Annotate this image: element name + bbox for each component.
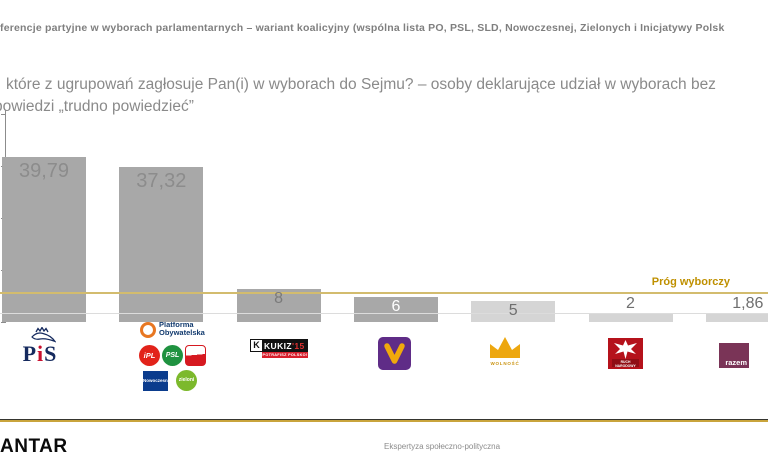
pis-logo-text: PiS <box>22 341 58 366</box>
nowoczesna-logo: Nowoczesna <box>143 371 170 391</box>
razem-logo-text: razem <box>725 358 747 367</box>
bar-value-koalicja-po: 37,32 <box>136 169 187 192</box>
pis-logo: PiS <box>12 327 68 369</box>
threshold-line <box>0 292 768 295</box>
ruch-narodowy-logo: RUCH NARODOWY <box>608 338 643 369</box>
razem-logo: razem <box>719 343 749 368</box>
platforma-obywatelska-logo: Platforma Obywatelska <box>140 320 208 342</box>
bar-wolnosc <box>471 301 556 322</box>
bar-value-wolnosc: 5 <box>508 302 518 320</box>
footer-separator <box>0 419 768 422</box>
bar-value-razem: 1,86 <box>732 295 764 313</box>
po-logo-text: Platforma Obywatelska <box>159 320 205 337</box>
kukiz-k-icon: K <box>251 340 262 351</box>
eagle-crown-icon <box>31 327 56 343</box>
eagle-icon <box>614 340 637 359</box>
survey-question-line2: powiedzi „trudno powiedzieć” <box>0 98 194 115</box>
gridline <box>0 313 768 314</box>
footer-note: Ekspertyza społeczno-polityczna <box>384 442 501 451</box>
bar-koalicja-po <box>119 166 204 322</box>
slide-title: ferencje partyjne w wyborach parlamentar… <box>0 22 725 34</box>
ruch-narodowy-logo-text: RUCH NARODOWY <box>612 359 639 368</box>
threshold-label: Próg wyborczy <box>651 276 730 288</box>
kukiz-slogan: POTRAFISZ POLSKO! <box>262 352 308 358</box>
survey-question-line1: które z ugrupowań zagłosuje Pan(i) w wyb… <box>6 76 716 93</box>
po-circle-icon <box>140 322 156 338</box>
coalition-logos-card: Platforma Obywatelska iPL PSL Nowoczesna … <box>137 316 209 394</box>
kukiz15-logo: K KUKIZ'15 POTRAFISZ POLSKO! <box>250 339 308 359</box>
bar-value-ruch-narodowy: 2 <box>626 294 635 312</box>
psl-logo: PSL <box>162 345 183 366</box>
bar-value-pis: 39,79 <box>18 159 70 182</box>
zieloni-logo: zieloni <box>176 370 197 391</box>
kukiz-logo-text: KUKIZ'15 <box>264 341 305 351</box>
bar-pis <box>2 156 86 322</box>
crown-icon <box>490 337 520 358</box>
bar-value-kukiz15: 8 <box>274 289 284 307</box>
kantar-brand-logo: ANTAR <box>0 436 68 457</box>
sld-flag-icon <box>185 345 206 366</box>
bar-razem <box>705 314 768 322</box>
wolnosc-logo-text: WOLNOŚĆ <box>490 361 520 366</box>
kukiz15-logo-bar: K KUKIZ'15 <box>250 339 308 352</box>
wiosna-v-icon <box>384 343 405 364</box>
y-axis-tick <box>1 114 6 116</box>
bar-wiosna <box>353 297 438 322</box>
wolnosc-logo: WOLNOŚĆ <box>486 335 524 371</box>
bar-ruch-narodowy <box>588 313 673 322</box>
wiosna-logo <box>378 337 411 370</box>
bar-kukiz15 <box>236 288 321 322</box>
bar-value-wiosna: 6 <box>391 298 401 316</box>
ipl-logo: iPL <box>139 345 160 366</box>
y-axis-tick <box>1 322 6 323</box>
